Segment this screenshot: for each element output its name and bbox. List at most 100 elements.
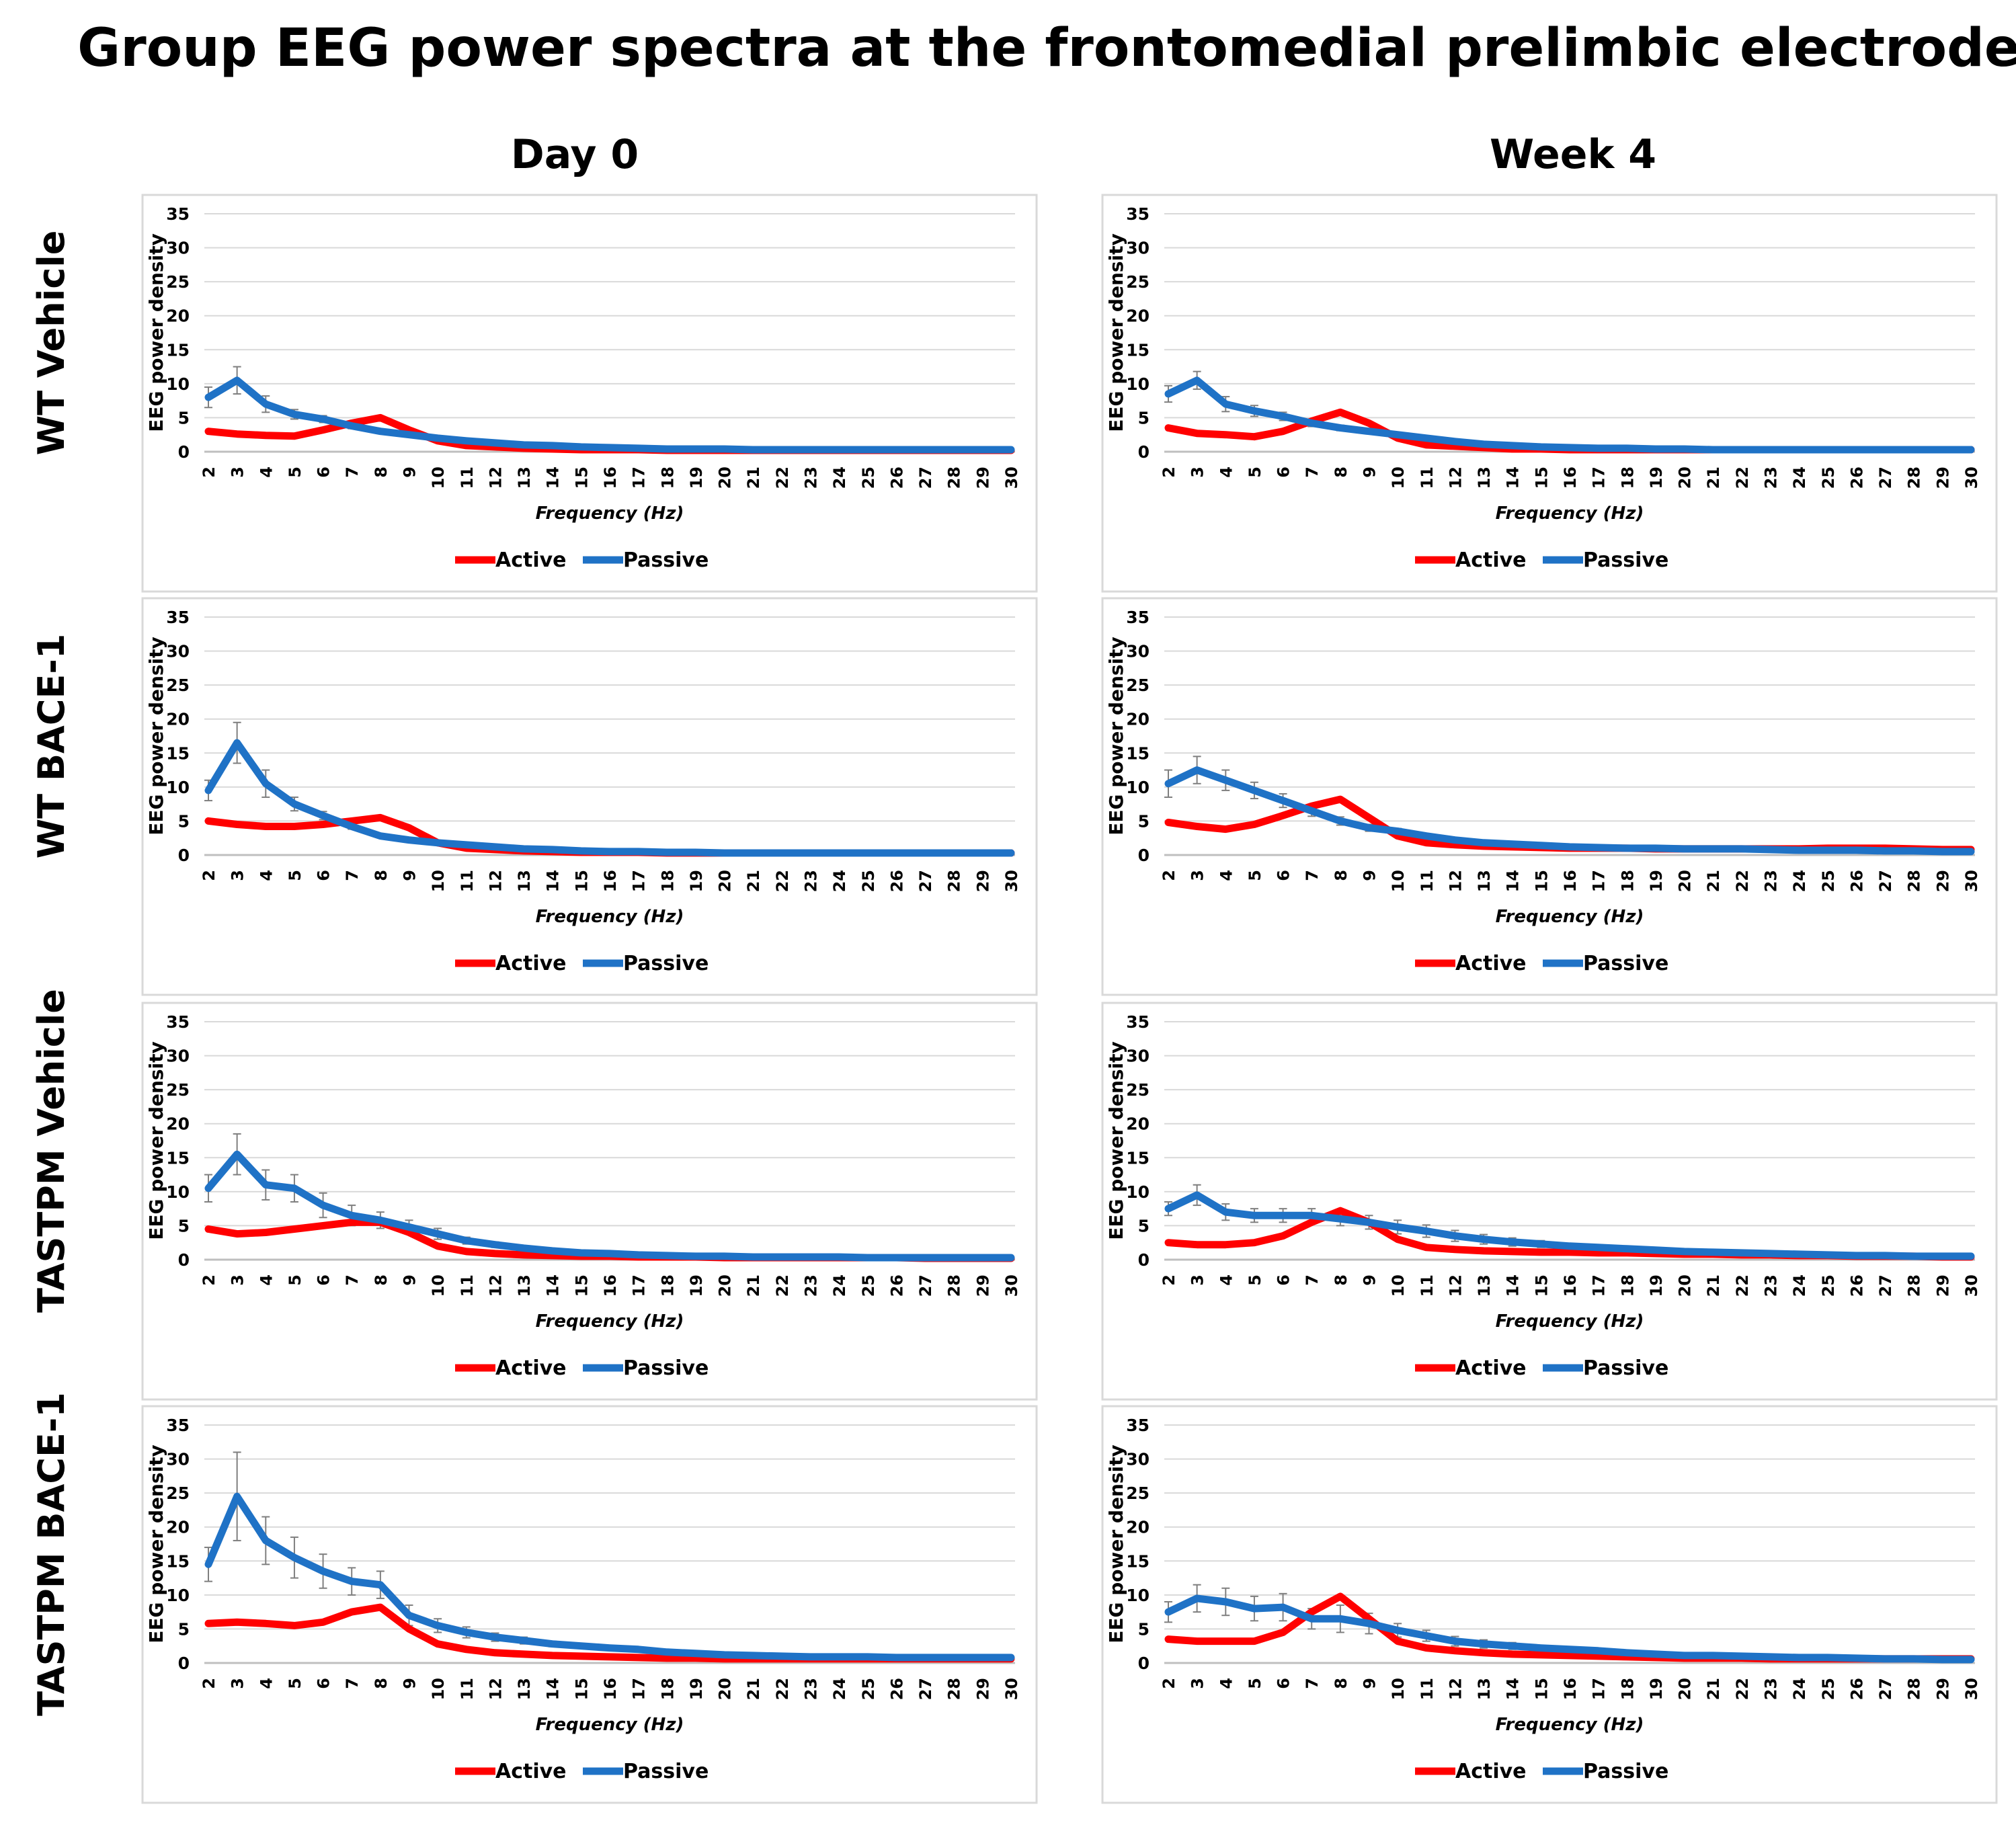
x-tick-label: 5 bbox=[286, 1678, 305, 1689]
x-tick-label: 4 bbox=[1217, 466, 1236, 478]
x-tick-label: 22 bbox=[773, 1678, 792, 1700]
x-tick-label: 14 bbox=[544, 1678, 563, 1700]
y-tick-label: 35 bbox=[1126, 1012, 1150, 1032]
x-tick-label: 21 bbox=[744, 1274, 763, 1297]
x-tick-label: 27 bbox=[1876, 1678, 1895, 1700]
y-axis-label: EEG power density bbox=[145, 1445, 167, 1643]
x-tick-label: 16 bbox=[1561, 1274, 1580, 1297]
row-label: TASTPM Vehicle bbox=[30, 989, 73, 1313]
x-tick-label: 3 bbox=[229, 466, 247, 478]
x-tick-label: 28 bbox=[945, 1678, 964, 1700]
x-tick-label: 23 bbox=[1762, 870, 1781, 892]
x-axis-label: Frequency (Hz) bbox=[1496, 503, 1644, 524]
legend-label-passive: Passive bbox=[1583, 952, 1668, 975]
x-tick-label: 26 bbox=[887, 466, 906, 489]
y-tick-label: 30 bbox=[1126, 1047, 1150, 1066]
x-tick-label: 17 bbox=[630, 466, 649, 489]
x-tick-label: 7 bbox=[343, 1678, 362, 1689]
x-tick-label: 23 bbox=[1762, 466, 1781, 489]
x-tick-label: 5 bbox=[1246, 1274, 1264, 1286]
series-line-passive bbox=[204, 376, 1015, 454]
x-tick-label: 20 bbox=[716, 870, 735, 892]
x-tick-label: 28 bbox=[945, 466, 964, 489]
x-tick-label: 26 bbox=[887, 1678, 906, 1700]
x-tick-label: 9 bbox=[401, 1678, 419, 1689]
x-tick-label: 10 bbox=[429, 466, 448, 489]
x-tick-label: 19 bbox=[687, 1678, 706, 1700]
x-tick-label: 13 bbox=[515, 1274, 534, 1297]
x-tick-label: 29 bbox=[973, 1274, 992, 1297]
x-tick-label: 18 bbox=[658, 1678, 677, 1700]
legend-label-active: Active bbox=[1455, 952, 1527, 975]
y-tick-label: 10 bbox=[1126, 778, 1150, 797]
y-tick-label: 5 bbox=[1138, 408, 1150, 428]
x-tick-label: 13 bbox=[515, 1678, 534, 1700]
y-tick-label: 10 bbox=[166, 1586, 190, 1605]
x-tick-label: 14 bbox=[1504, 1274, 1523, 1297]
x-tick-label: 20 bbox=[716, 1274, 735, 1297]
x-tick-label: 5 bbox=[1246, 870, 1264, 881]
x-tick-label: 19 bbox=[1647, 870, 1666, 892]
x-tick-label: 19 bbox=[1647, 466, 1666, 489]
x-tick-label: 28 bbox=[945, 870, 964, 892]
y-tick-label: 35 bbox=[166, 1012, 190, 1032]
x-tick-label: 15 bbox=[572, 466, 591, 489]
x-tick-label: 5 bbox=[286, 870, 305, 881]
y-tick-label: 25 bbox=[1126, 1080, 1150, 1100]
y-tick-label: 35 bbox=[166, 1416, 190, 1435]
x-tick-label: 24 bbox=[830, 1274, 849, 1297]
y-tick-label: 25 bbox=[166, 676, 190, 695]
x-tick-label: 25 bbox=[859, 1678, 878, 1700]
x-tick-label: 30 bbox=[1002, 1678, 1021, 1700]
x-tick-label: 17 bbox=[1590, 1274, 1609, 1297]
x-axis-label: Frequency (Hz) bbox=[536, 1311, 684, 1332]
x-tick-label: 30 bbox=[1962, 466, 1981, 489]
x-tick-label: 10 bbox=[1389, 1274, 1408, 1297]
x-tick-label: 27 bbox=[916, 1678, 935, 1700]
x-tick-label: 14 bbox=[1504, 1678, 1523, 1700]
x-tick-label: 27 bbox=[916, 466, 935, 489]
x-tick-label: 5 bbox=[286, 1274, 305, 1286]
x-tick-label: 12 bbox=[1446, 1274, 1465, 1297]
x-tick-label: 25 bbox=[1819, 1274, 1838, 1297]
panel-border bbox=[141, 597, 1038, 996]
x-tick-label: 2 bbox=[200, 466, 218, 478]
x-tick-label: 17 bbox=[1590, 466, 1609, 489]
y-tick-label: 20 bbox=[1126, 1114, 1150, 1134]
y-tick-label: 10 bbox=[166, 374, 190, 394]
x-tick-label: 22 bbox=[1733, 870, 1752, 892]
x-tick-label: 22 bbox=[1733, 1274, 1752, 1297]
x-tick-label: 6 bbox=[315, 1274, 333, 1286]
y-axis-label: EEG power density bbox=[145, 1041, 167, 1240]
x-tick-label: 23 bbox=[1762, 1678, 1781, 1700]
x-tick-label: 10 bbox=[1389, 870, 1408, 892]
x-tick-label: 2 bbox=[200, 1678, 218, 1689]
x-tick-label: 28 bbox=[945, 1274, 964, 1297]
y-tick-label: 0 bbox=[1138, 1250, 1150, 1270]
y-tick-label: 25 bbox=[166, 1483, 190, 1503]
x-tick-label: 20 bbox=[1676, 870, 1695, 892]
x-tick-label: 4 bbox=[1217, 1678, 1236, 1689]
x-tick-label: 29 bbox=[973, 466, 992, 489]
x-tick-label: 28 bbox=[1905, 870, 1924, 892]
legend-label-active: Active bbox=[1455, 1356, 1527, 1380]
x-tick-label: 25 bbox=[859, 1274, 878, 1297]
x-tick-label: 19 bbox=[687, 466, 706, 489]
y-tick-label: 0 bbox=[178, 442, 190, 462]
x-tick-label: 8 bbox=[1332, 1678, 1350, 1689]
x-tick-label: 7 bbox=[343, 1274, 362, 1286]
x-tick-label: 23 bbox=[802, 870, 821, 892]
row-label: WT BACE-1 bbox=[30, 634, 73, 859]
x-tick-label: 21 bbox=[744, 466, 763, 489]
x-tick-label: 6 bbox=[315, 1678, 333, 1689]
x-tick-label: 20 bbox=[1676, 466, 1695, 489]
x-tick-label: 27 bbox=[1876, 870, 1895, 892]
x-tick-label: 29 bbox=[973, 870, 992, 892]
x-tick-label: 21 bbox=[1704, 466, 1723, 489]
x-tick-label: 15 bbox=[1532, 466, 1551, 489]
x-tick-label: 26 bbox=[887, 1274, 906, 1297]
